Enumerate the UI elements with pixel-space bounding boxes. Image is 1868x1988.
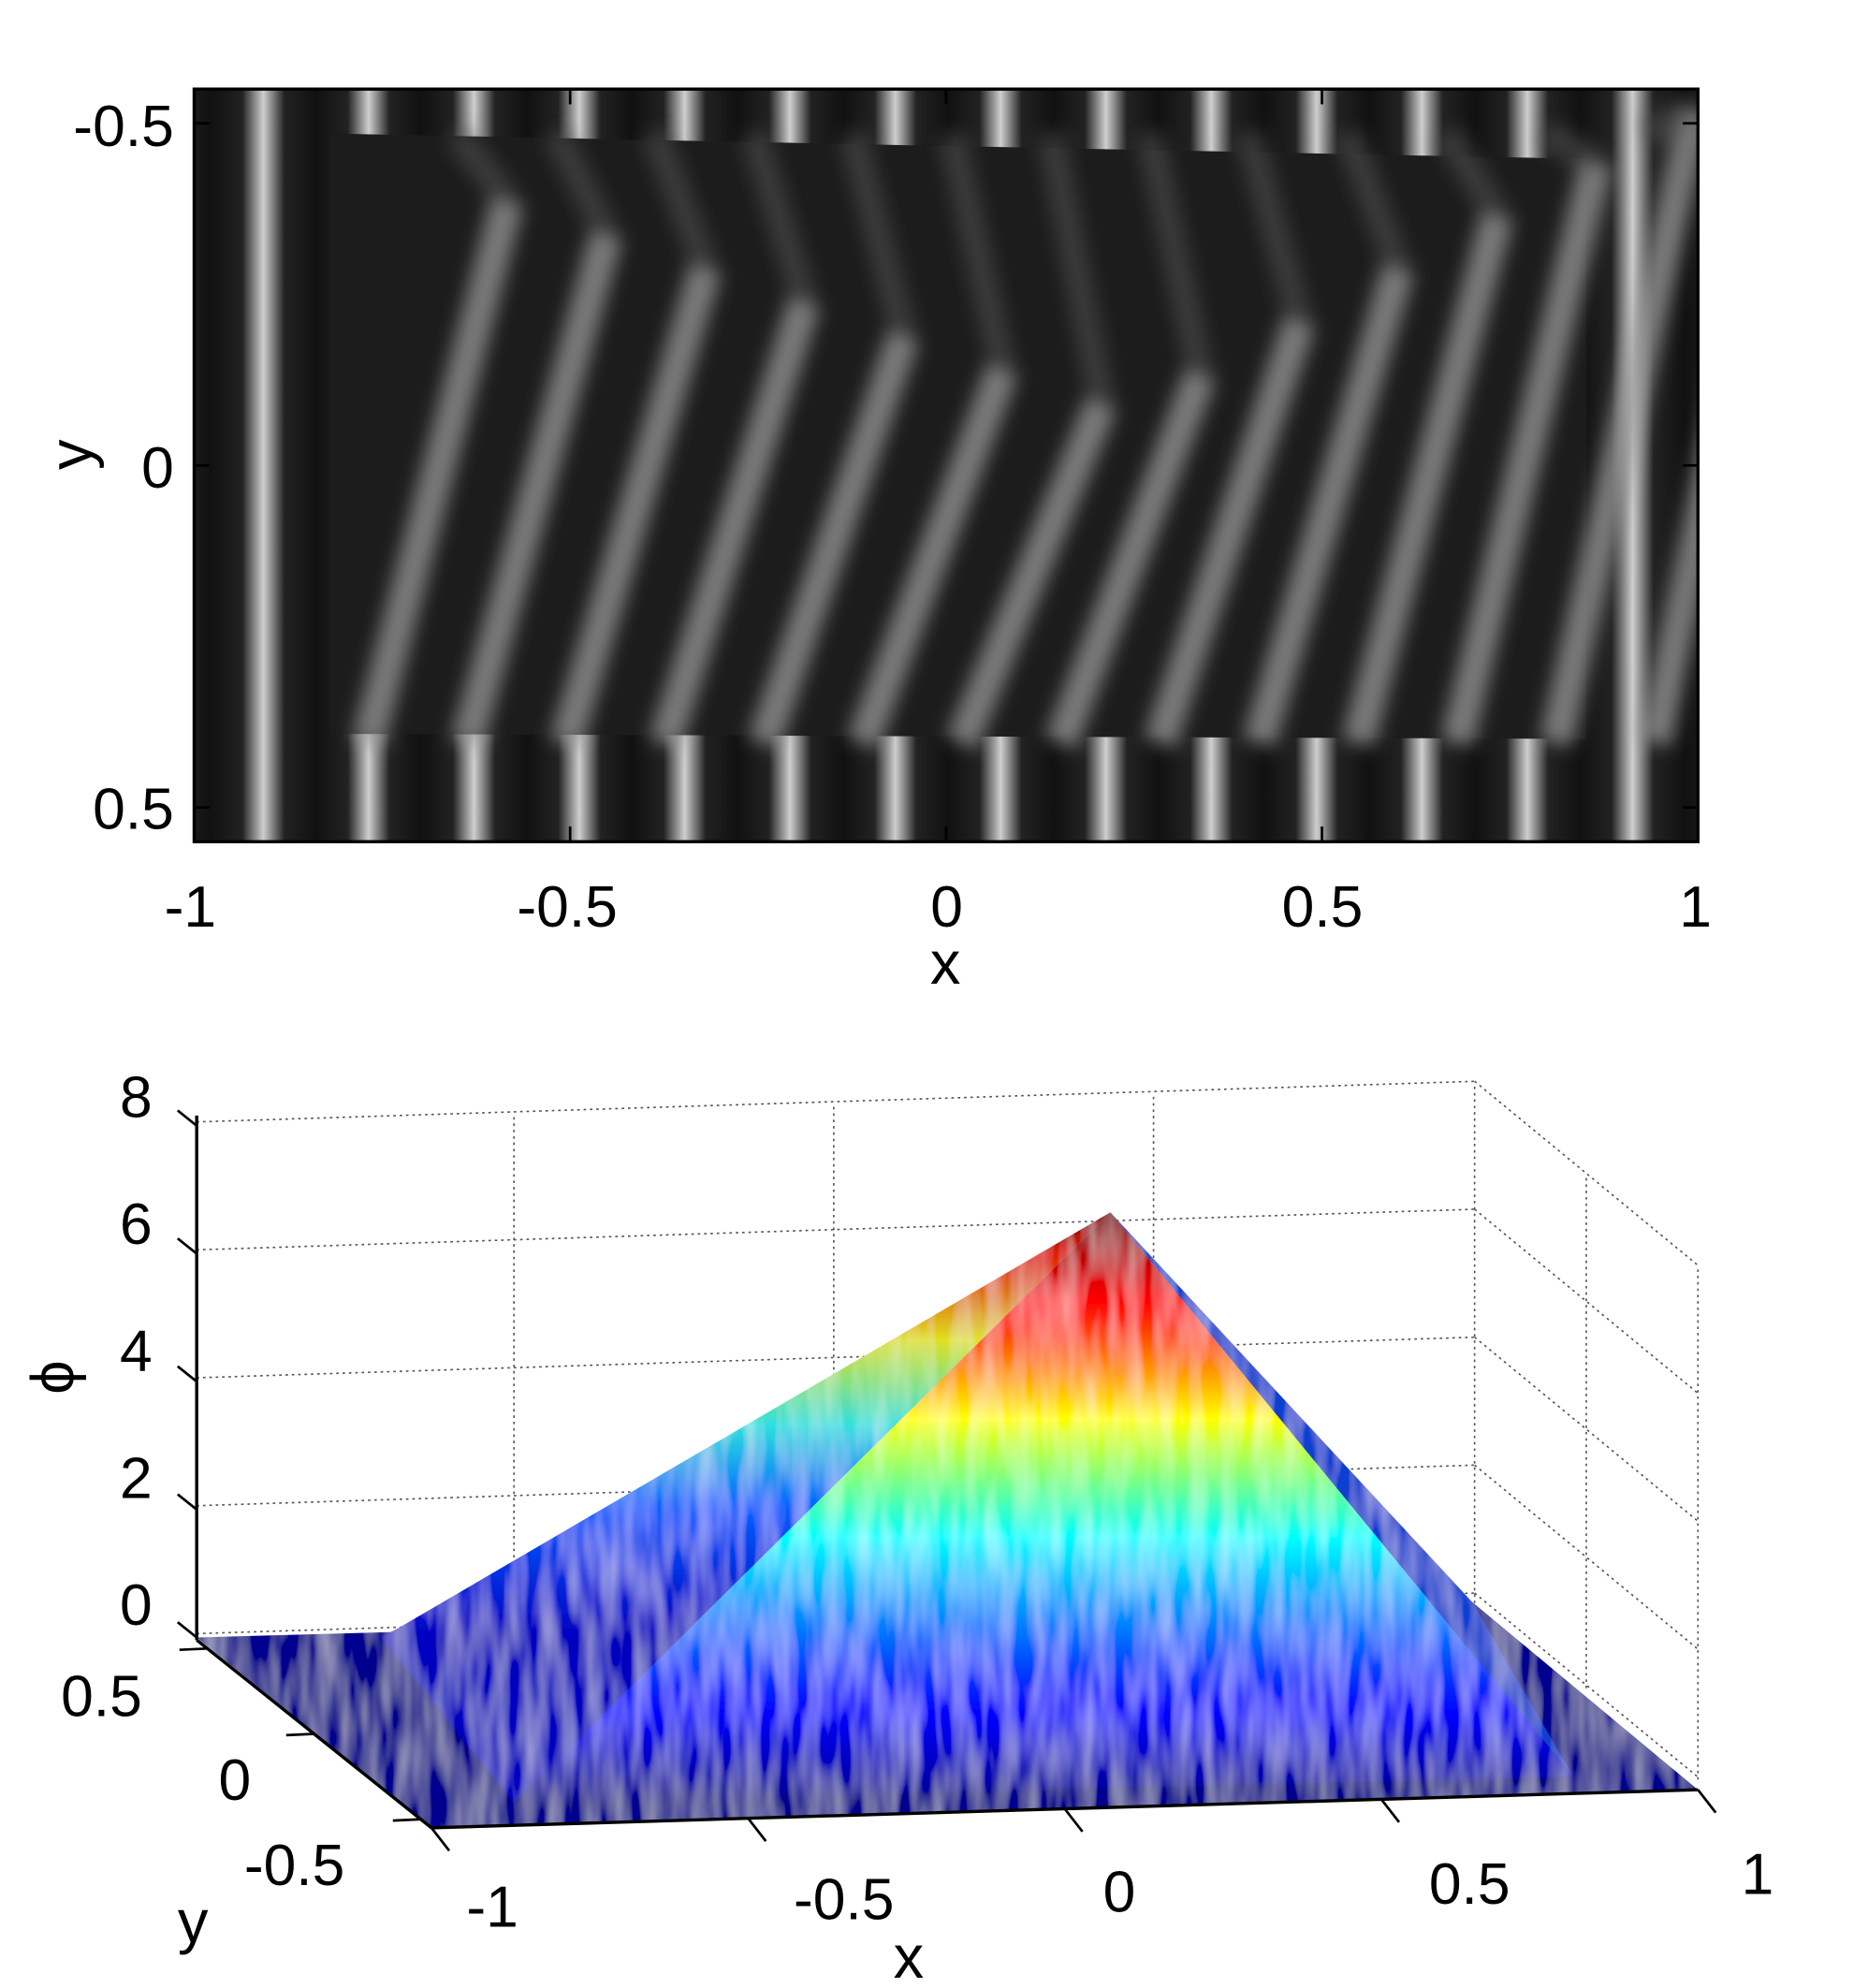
fringe-lower xyxy=(649,297,821,748)
x-tick-label: 0.5 xyxy=(1429,1852,1510,1917)
fringe-upper xyxy=(445,124,519,210)
fringe-lower xyxy=(1341,211,1514,748)
z-tick-mark xyxy=(176,1109,198,1127)
surface-axes: 8 6 4 2 0 ϕ 0.5 0 -0.5 y -1 -0.5 0 0.5 1… xyxy=(19,1066,1774,1988)
x-axis-label: x xyxy=(894,1922,925,1988)
z-tick-mark xyxy=(176,1365,198,1383)
surface-front-face xyxy=(514,1212,1574,1803)
fringe-lower xyxy=(1045,368,1217,749)
y-axis-label: y xyxy=(36,439,105,470)
z-tick-label: 8 xyxy=(120,1066,153,1131)
fringe-upper xyxy=(1744,56,1794,134)
y-tick-mark xyxy=(179,1646,208,1652)
fringe-upper xyxy=(1539,121,1604,175)
z-grid-line-side xyxy=(1474,1337,1699,1522)
fringe-lower xyxy=(1540,105,1699,747)
fringe-lower xyxy=(748,329,920,749)
fringe-upper xyxy=(641,128,719,273)
x-tick-mark xyxy=(1379,1798,1401,1823)
x-tick-label: -1 xyxy=(165,875,216,940)
fringe-image-axes: -1 -0.5 0 0.5 1 -0.5 0 0.5 x y xyxy=(36,56,1794,997)
z-grid-line-back xyxy=(197,1208,1475,1251)
fringe-upper xyxy=(1335,128,1412,274)
z-axis-label: ϕ xyxy=(19,1360,87,1394)
x-tick-mark xyxy=(747,1817,767,1842)
surface-left-face xyxy=(380,1212,1111,1803)
y-tick-mark xyxy=(285,1732,314,1737)
fringe-lower xyxy=(1144,315,1316,749)
x-tick-label: 1 xyxy=(1742,1842,1774,1907)
y-tick-label: 0 xyxy=(219,1748,252,1813)
z-tick-label: 4 xyxy=(120,1320,153,1384)
y-axis-label: y xyxy=(178,1887,209,1955)
z-grid-line-side xyxy=(1474,1464,1699,1650)
fringe-lower xyxy=(1440,158,1613,747)
sample-region xyxy=(329,133,1586,739)
fringe-upper xyxy=(1135,130,1215,378)
fringe-lower xyxy=(847,363,1018,749)
x-axis-label: x xyxy=(930,928,961,997)
x-tick-mark xyxy=(1063,1807,1084,1833)
z-tick-mark xyxy=(176,1621,198,1639)
x-tick-mark xyxy=(430,1827,451,1852)
fringe-upper xyxy=(1234,129,1313,326)
x-tick-label: 0 xyxy=(930,875,963,940)
y-tick-label: -0.5 xyxy=(244,1834,344,1898)
x-tick-label: -1 xyxy=(466,1876,518,1940)
sample-fringes xyxy=(352,56,1794,750)
top-ticks xyxy=(193,89,1700,842)
fringe-upper xyxy=(1435,125,1510,223)
fringe-upper xyxy=(839,130,917,340)
fringe-lower xyxy=(549,263,722,748)
z-tick-label: 6 xyxy=(120,1192,153,1257)
fringe-upper xyxy=(740,129,818,306)
fringe-lower xyxy=(1638,447,1699,747)
fringe-lower xyxy=(352,196,524,747)
fringe-lower xyxy=(946,397,1117,750)
z-tick-label: 2 xyxy=(120,1446,153,1511)
x-tick-mark xyxy=(1697,1789,1717,1814)
y-tick-label: 0 xyxy=(141,436,174,501)
y-tick-label: -0.5 xyxy=(73,95,173,159)
fringe-lower xyxy=(1243,263,1415,748)
z-tick-label: 0 xyxy=(120,1573,153,1638)
axis-lines xyxy=(176,1109,1717,1852)
x-tick-label: 0.5 xyxy=(1282,875,1364,940)
y-tick-label: 0.5 xyxy=(61,1665,142,1730)
z-grid-line-side xyxy=(1474,1080,1699,1266)
x-tick-label: 1 xyxy=(1679,875,1712,940)
z-tick-mark xyxy=(176,1493,198,1511)
z-grid-line-side xyxy=(1474,1592,1699,1778)
fringe-upper xyxy=(938,130,1016,373)
x-tick-label: -0.5 xyxy=(517,875,617,940)
x-tick-label: -0.5 xyxy=(794,1868,894,1933)
fringe-upper xyxy=(543,126,620,241)
y-tick-label: 0.5 xyxy=(93,778,174,842)
fringe-upper xyxy=(1037,130,1116,406)
z-grid-line-back xyxy=(197,1080,1475,1123)
z-tick-mark xyxy=(176,1237,198,1255)
x-tick-label: 0 xyxy=(1103,1860,1136,1924)
z-grid-line-side xyxy=(1474,1208,1699,1395)
z-grid-line-back xyxy=(197,1336,1475,1379)
fringe-upper xyxy=(1638,96,1699,147)
fringe-image xyxy=(194,56,1794,842)
fringe-lower xyxy=(451,229,623,748)
